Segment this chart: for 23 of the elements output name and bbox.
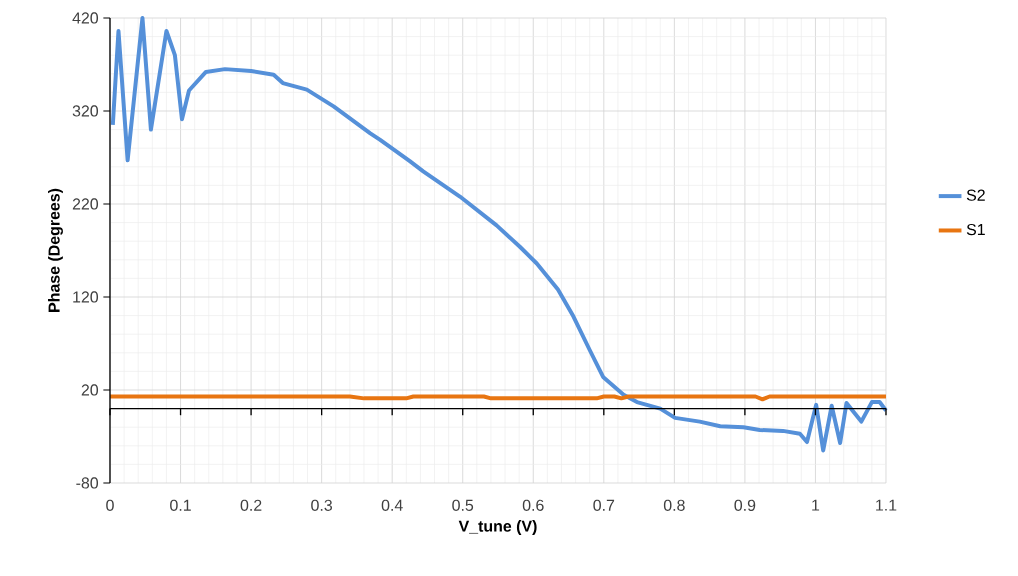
y-tick-label: 320 [72,105,99,117]
y-tick-label: 220 [72,198,99,210]
x-tick-label: 0.7 [593,499,615,511]
y-tick-label: 420 [72,12,99,24]
x-tick-label: 0.5 [452,499,474,511]
x-axis-title: V_tune (V) [458,520,537,535]
x-tick-label: 0.4 [381,499,403,511]
line-series [110,15,888,453]
x-tick-label: 0.9 [734,499,756,511]
x-tick-label: 0.1 [170,499,191,511]
x-tick-label: 1.1 [876,499,897,511]
y-tick-label: 120 [73,291,99,303]
y-tick-label: 20 [81,384,99,396]
legend-label: S1 [966,223,985,236]
y-axis-title: Phase (Degrees) [48,188,63,312]
legend-label: S2 [966,189,985,201]
x-tick-label: 0.3 [311,499,333,511]
x-tick-label: 0.2 [240,499,262,511]
x-tick-label: 0.8 [663,499,685,511]
x-tick-label: 0 [106,499,114,511]
x-tick-label: 1 [812,499,820,511]
y-tick-label: -80 [76,477,99,489]
x-tick-label: 0.6 [522,499,544,511]
